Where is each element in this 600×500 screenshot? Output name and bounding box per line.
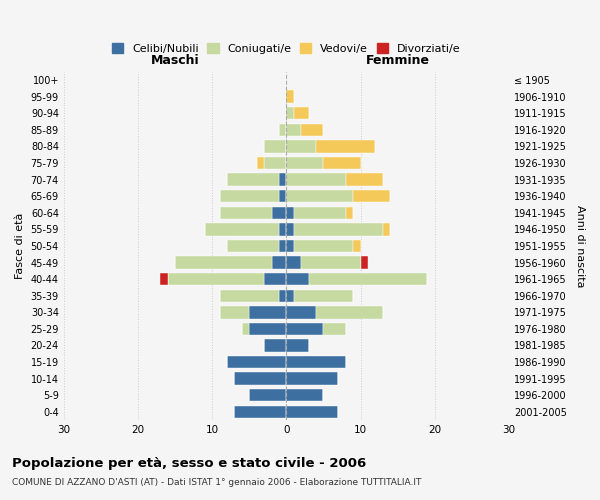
Text: Maschi: Maschi [151,54,199,67]
Bar [286,174,346,186]
Text: Femmine: Femmine [365,54,430,67]
Bar [227,174,279,186]
Bar [264,340,286,351]
Y-axis label: Anni di nascita: Anni di nascita [575,204,585,287]
Bar [308,273,427,285]
Bar [286,90,294,103]
Bar [272,206,286,219]
Bar [264,273,286,285]
Bar [286,406,338,418]
Bar [286,240,294,252]
Bar [353,190,390,202]
Bar [286,256,301,269]
Bar [279,190,286,202]
Bar [235,372,286,385]
Bar [286,206,294,219]
Bar [279,240,286,252]
Bar [286,190,353,202]
Bar [286,223,294,235]
Bar [286,340,308,351]
Bar [220,206,272,219]
Bar [286,372,338,385]
Bar [361,256,368,269]
Bar [286,356,346,368]
Y-axis label: Fasce di età: Fasce di età [15,213,25,279]
Bar [286,273,308,285]
Bar [175,256,272,269]
Bar [316,306,383,318]
Bar [257,157,264,169]
Bar [301,124,323,136]
Bar [353,240,361,252]
Bar [235,406,286,418]
Bar [323,322,346,335]
Bar [220,290,279,302]
Bar [294,206,346,219]
Bar [346,206,353,219]
Bar [286,124,301,136]
Bar [227,240,279,252]
Bar [220,306,249,318]
Bar [286,107,294,120]
Bar [160,273,167,285]
Bar [294,290,353,302]
Bar [279,174,286,186]
Bar [249,306,286,318]
Bar [264,157,286,169]
Bar [227,356,286,368]
Text: COMUNE DI AZZANO D'ASTI (AT) - Dati ISTAT 1° gennaio 2006 - Elaborazione TUTTITA: COMUNE DI AZZANO D'ASTI (AT) - Dati ISTA… [12,478,421,487]
Text: Popolazione per età, sesso e stato civile - 2006: Popolazione per età, sesso e stato civil… [12,458,366,470]
Bar [242,322,249,335]
Bar [323,157,361,169]
Bar [279,223,286,235]
Bar [249,322,286,335]
Bar [286,389,323,402]
Bar [264,140,286,152]
Bar [167,273,264,285]
Bar [301,256,361,269]
Bar [286,157,323,169]
Bar [383,223,390,235]
Bar [205,223,279,235]
Bar [286,290,294,302]
Bar [316,140,376,152]
Bar [294,240,353,252]
Bar [279,124,286,136]
Bar [220,190,279,202]
Bar [294,223,383,235]
Bar [272,256,286,269]
Bar [249,389,286,402]
Bar [286,322,323,335]
Bar [346,174,383,186]
Bar [286,140,316,152]
Bar [294,107,308,120]
Legend: Celibi/Nubili, Coniugati/e, Vedovi/e, Divorziati/e: Celibi/Nubili, Coniugati/e, Vedovi/e, Di… [107,39,465,58]
Bar [279,290,286,302]
Bar [286,306,316,318]
